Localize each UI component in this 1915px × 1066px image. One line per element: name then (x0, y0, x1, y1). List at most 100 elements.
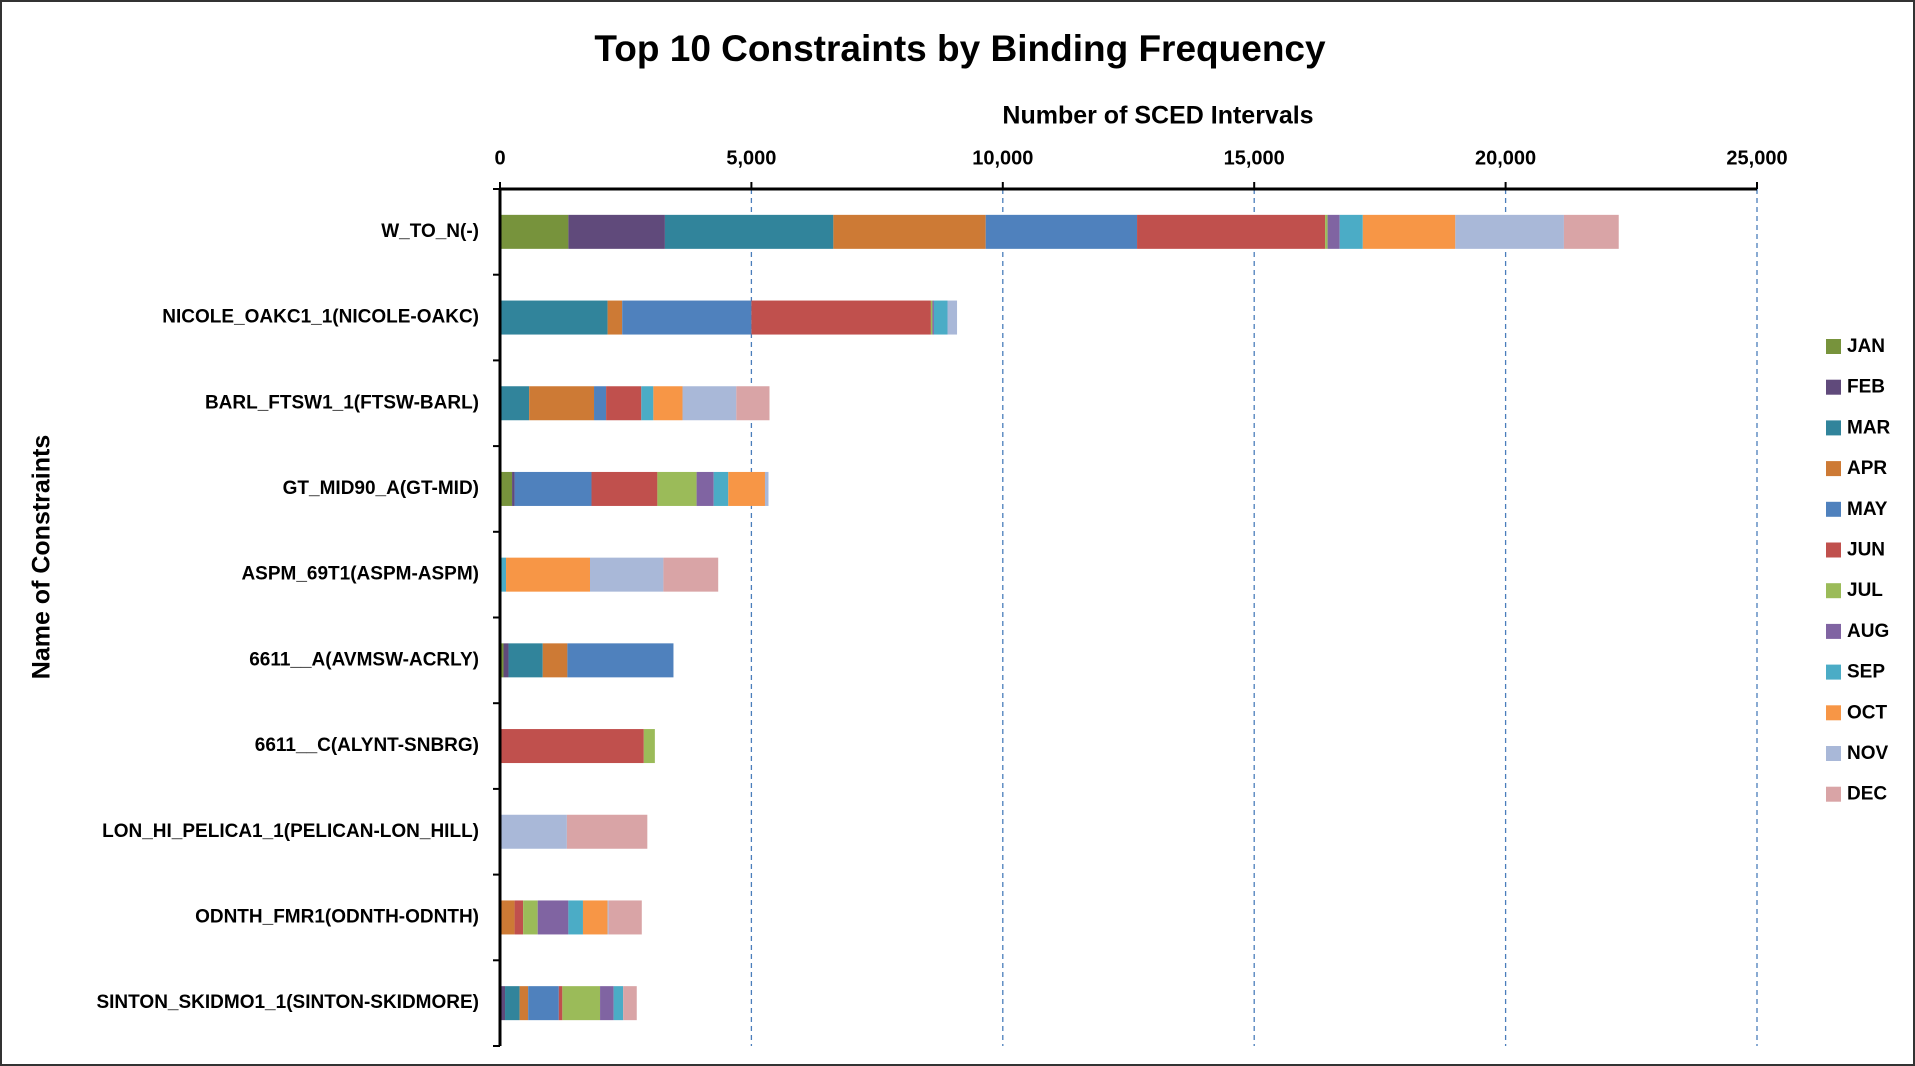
legend-swatch (1826, 746, 1841, 761)
legend-label: OCT (1847, 702, 1888, 723)
legend-label: APR (1847, 458, 1887, 479)
legend-label: SEP (1847, 662, 1885, 683)
y-tick-label: ODNTH_FMR1(ODNTH-ODNTH) (195, 906, 479, 927)
legend-swatch (1826, 786, 1841, 802)
bar-segment (1137, 214, 1326, 249)
legend-label: JUN (1847, 540, 1885, 561)
legend-swatch (1826, 420, 1841, 436)
y-tick-label: SINTON_SKIDMO1_1(SINTON-SKIDMORE) (96, 992, 479, 1013)
bar-segment (713, 471, 729, 506)
bar-segment (764, 471, 769, 506)
bar-segment (566, 814, 648, 849)
legend-label: AUG (1847, 621, 1889, 642)
y-tick-label: 6611__A(AVMSW-ACRLY) (249, 649, 479, 670)
legend-swatch (1826, 461, 1841, 477)
legend-label: MAR (1847, 417, 1891, 438)
bar-segment (930, 300, 933, 335)
bar-segment (500, 729, 644, 764)
bar-segment (591, 471, 658, 506)
bar-segment (558, 986, 563, 1021)
bar-segment (608, 900, 642, 935)
legend-swatch (1826, 705, 1841, 721)
x-axis-title: Number of SCED Intervals (1002, 102, 1313, 130)
bar-segment (607, 900, 609, 935)
bar-segment (519, 986, 529, 1021)
legend-swatch (1826, 379, 1841, 395)
bar-segment (523, 900, 538, 935)
legend-swatch (1826, 501, 1841, 517)
legend-swatch (1826, 583, 1841, 599)
y-tick-label: NICOLE_OAKC1_1(NICOLE-OAKC) (162, 307, 479, 328)
bar-segment (736, 386, 770, 421)
legend-swatch (1826, 623, 1841, 639)
bar-segment (622, 300, 752, 335)
bar-segment (505, 986, 520, 1021)
bar-segment (643, 729, 655, 764)
y-tick-label: 6611__C(ALYNT-SNBRG) (255, 735, 479, 756)
y-tick-label: GT_MID90_A(GT-MID) (283, 478, 479, 499)
bar-segment (590, 557, 664, 592)
bar-segment (933, 300, 948, 335)
bar-segment (542, 643, 568, 678)
x-tick-label: 25,000 (1726, 147, 1787, 169)
bar-segment (1325, 214, 1328, 249)
legend-swatch (1826, 339, 1841, 354)
bar-segment (623, 986, 637, 1021)
y-tick-label: LON_HI_PELICA1_1(PELICAN-LON_HILL) (102, 821, 479, 842)
legend-label: DEC (1847, 784, 1887, 805)
legend-label: MAY (1847, 499, 1888, 520)
bar-segment (1563, 214, 1619, 249)
legend-label: NOV (1847, 743, 1889, 764)
bar-segment (528, 986, 559, 1021)
bar-segment (653, 386, 683, 421)
bar-segment (657, 471, 697, 506)
bar-segment (696, 471, 714, 506)
x-tick-label: 5,000 (726, 147, 776, 169)
bar-segment (613, 986, 624, 1021)
legend-label: FEB (1847, 377, 1885, 398)
bar-segment (1339, 214, 1363, 249)
bar-segment (500, 300, 608, 335)
bar-segment (985, 214, 1138, 249)
bar-segment (500, 814, 567, 849)
x-tick-label: 0 (494, 147, 505, 169)
x-tick-label: 20,000 (1475, 147, 1536, 169)
bar-segment (500, 643, 504, 678)
bar-segment (1455, 214, 1564, 249)
bar-segment (1327, 214, 1340, 249)
bar-segment (582, 900, 608, 935)
y-tick-label: BARL_FTSW1_1(FTSW-BARL) (205, 392, 479, 413)
bar-segment (562, 986, 601, 1021)
y-tick-label: ASPM_69T1(ASPM-ASPM) (241, 564, 479, 585)
legend-label: JUL (1847, 580, 1883, 601)
y-tick-label: W_TO_N(-) (381, 221, 479, 242)
bar-segment (514, 471, 592, 506)
bar-segment (932, 300, 934, 335)
bar-segment (500, 900, 515, 935)
bar-segment (568, 900, 583, 935)
bar-segment (751, 300, 931, 335)
bar-segment (500, 986, 506, 1021)
bar-segment (512, 471, 515, 506)
bar-segment (728, 471, 765, 506)
bar-segment (500, 471, 513, 506)
bar-segment (607, 300, 623, 335)
bar-segment (663, 557, 719, 592)
legend-swatch (1826, 664, 1841, 680)
chart-title: Top 10 Constraints by Binding Frequency (594, 28, 1326, 69)
bar-segment (567, 643, 674, 678)
bar-segment (529, 386, 595, 421)
bar-segment (537, 900, 569, 935)
bar-segment (641, 386, 654, 421)
bar-segment (600, 986, 614, 1021)
x-tick-label: 10,000 (972, 147, 1033, 169)
bar-segment (503, 643, 509, 678)
bar-segment (508, 643, 543, 678)
bar-segment (594, 386, 607, 421)
bar-segment (500, 386, 530, 421)
bar-segment (833, 214, 986, 249)
bar-segment (506, 557, 591, 592)
bar-segment (947, 300, 958, 335)
